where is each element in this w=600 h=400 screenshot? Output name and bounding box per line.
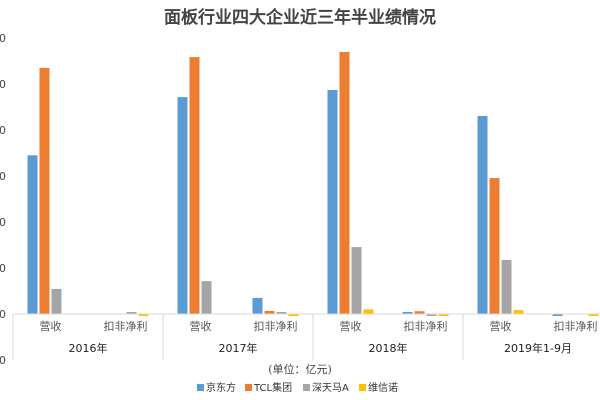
- bar: [177, 97, 188, 314]
- category-label: 扣非净利: [104, 319, 148, 333]
- category-label: 营收: [190, 319, 212, 333]
- bar: [339, 52, 350, 314]
- y-tick-label: 400: [0, 216, 6, 229]
- bar: [189, 57, 200, 315]
- bar: [426, 314, 437, 316]
- legend-label: TCL集团: [253, 381, 292, 394]
- category-label: 扣非净利: [254, 319, 298, 333]
- bar: [438, 314, 449, 316]
- legend: 京东方 TCL集团 深天马A 维信诺: [197, 381, 398, 394]
- y-tick-label: 200: [0, 262, 6, 275]
- legend-swatch: [359, 384, 366, 391]
- bar: [138, 314, 149, 316]
- bar: [363, 309, 374, 314]
- chart-title: 面板行业四大企业近三年半业绩情况: [164, 7, 436, 28]
- bar: [252, 297, 263, 314]
- group-label: 2019年1-9月: [504, 341, 572, 355]
- y-axis: -200 0 200 400 600 800 1000 1200: [0, 32, 6, 367]
- y-tick-label: 1000: [0, 78, 6, 91]
- bars: [27, 52, 599, 316]
- y-tick-label: 800: [0, 124, 6, 137]
- category-label: 扣非净利: [404, 319, 448, 333]
- y-tick-label: 1200: [0, 32, 6, 45]
- bar: [513, 310, 524, 314]
- bar: [126, 312, 137, 314]
- legend-label: 京东方: [206, 381, 236, 394]
- legend-swatch: [303, 384, 310, 391]
- legend-swatch: [197, 384, 204, 391]
- bar: [501, 259, 512, 314]
- y-tick-label: -200: [0, 354, 6, 367]
- category-label: 营收: [40, 319, 62, 333]
- legend-swatch: [245, 384, 252, 391]
- bar: [351, 247, 362, 314]
- category-label: 营收: [340, 319, 362, 333]
- legend-label: 深天马A: [312, 382, 349, 394]
- bar: [264, 311, 275, 314]
- y-tick-label: 0: [0, 308, 6, 321]
- bar: [552, 314, 563, 316]
- unit-note: (单位：亿元): [268, 362, 332, 376]
- bar: [276, 312, 287, 314]
- legend-label: 维信诺: [368, 381, 398, 394]
- group-label: 2018年: [369, 341, 408, 355]
- bar: [327, 89, 338, 314]
- category-label: 扣非净利: [554, 319, 598, 333]
- bar: [477, 115, 488, 314]
- bar: [288, 314, 299, 316]
- bar: [51, 288, 62, 314]
- group-label: 2016年: [69, 341, 108, 355]
- category-label: 营收: [490, 319, 512, 333]
- bar: [414, 311, 425, 314]
- bar: [402, 312, 413, 314]
- bar: [489, 178, 500, 314]
- bar: [39, 67, 50, 315]
- bar: [588, 314, 599, 316]
- y-tick-label: 600: [0, 170, 6, 183]
- bar: [27, 155, 38, 314]
- bar: [201, 281, 212, 314]
- group-label: 2017年: [219, 341, 258, 355]
